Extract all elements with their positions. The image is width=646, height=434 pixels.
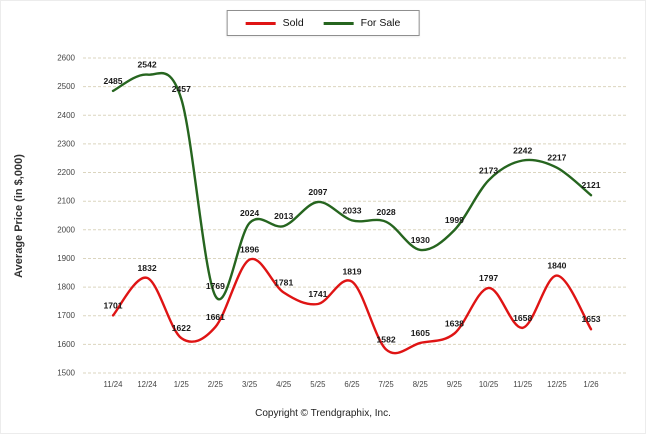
- for-sale-line: [111, 71, 593, 301]
- y-axis-tick-label: 2100: [57, 197, 75, 206]
- sold-data-label: 1582: [377, 335, 396, 345]
- for-sale-data-label: 2457: [172, 84, 191, 94]
- x-axis-tick-label: 9/25: [447, 380, 463, 389]
- sold-data-label: 1658: [513, 313, 532, 323]
- copyright-text: Copyright © Trendgraphix, Inc.: [255, 408, 391, 419]
- sold-data-label: 1701: [103, 300, 122, 310]
- for-sale-data-label: 1769: [206, 281, 225, 291]
- x-axis-tick-label: 8/25: [413, 380, 429, 389]
- legend-label-for-sale: For Sale: [360, 17, 401, 29]
- for-sale-data-label: 2121: [581, 180, 600, 190]
- y-axis-tick-label: 1500: [57, 369, 75, 378]
- sold-line-swatch: [245, 21, 276, 25]
- y-axis-tick-label: 2600: [57, 54, 75, 63]
- y-axis-tick-label: 2400: [57, 111, 75, 120]
- y-axis-title: Average Price (in $,000): [13, 154, 25, 278]
- chart-legend: Sold For Sale: [226, 10, 420, 36]
- sold-line: [111, 257, 593, 355]
- x-axis-tick-label: 10/25: [479, 380, 499, 389]
- sold-data-label: 1661: [206, 312, 225, 322]
- x-axis-tick-label: 11/24: [104, 380, 124, 389]
- x-axis-tick-label: 5/25: [310, 380, 326, 389]
- for-sale-data-label: 2485: [103, 76, 122, 86]
- y-axis-tick-label: 1700: [57, 311, 75, 320]
- for-sale-data-label: 2028: [377, 207, 396, 217]
- sold-data-label: 1638: [445, 319, 464, 329]
- y-axis-tick-label: 1800: [57, 283, 75, 292]
- for-sale-line-swatch: [323, 21, 354, 25]
- for-sale-data-label: 2024: [240, 208, 259, 218]
- y-axis-tick-label: 2300: [57, 139, 75, 148]
- sold-data-label: 1653: [581, 314, 600, 324]
- sold-data-label: 1781: [274, 278, 293, 288]
- x-axis-tick-label: 7/25: [379, 380, 395, 389]
- x-axis-tick-label: 11/25: [513, 380, 533, 389]
- x-axis-tick-label: 1/25: [174, 380, 190, 389]
- for-sale-data-label: 2217: [547, 153, 566, 163]
- y-axis-tick-label: 1900: [57, 254, 75, 263]
- for-sale-data-label: 2097: [308, 187, 327, 197]
- legend-item-for-sale: For Sale: [323, 17, 401, 29]
- sold-data-label: 1797: [479, 273, 498, 283]
- sold-data-label: 1896: [240, 245, 259, 255]
- for-sale-data-label: 2013: [274, 211, 293, 221]
- sold-data-label: 1819: [342, 267, 361, 277]
- x-axis-tick-label: 2/25: [208, 380, 224, 389]
- sold-data-label: 1741: [308, 289, 327, 299]
- x-axis-tick-label: 6/25: [344, 380, 360, 389]
- sold-data-label: 1605: [411, 328, 430, 338]
- y-axis-tick-label: 2000: [57, 225, 75, 234]
- for-sale-data-label: 1999: [445, 215, 464, 225]
- x-axis-tick-label: 12/24: [137, 380, 157, 389]
- y-axis-tick-label: 2500: [57, 82, 75, 91]
- y-axis-tick-label: 1600: [57, 340, 75, 349]
- legend-label-sold: Sold: [282, 17, 304, 29]
- sold-data-label: 1622: [172, 323, 191, 333]
- sold-data-label: 1840: [547, 261, 566, 271]
- average-price-line-chart: Average Price (in $,000) 1500 1600 1700 180…: [13, 54, 627, 389]
- for-sale-data-label: 2033: [342, 205, 361, 215]
- for-sale-data-label: 2542: [138, 60, 157, 70]
- y-axis-tick-label: 2200: [57, 168, 75, 177]
- x-axis-tick-label: 3/25: [242, 380, 258, 389]
- sold-data-label: 1832: [138, 263, 157, 273]
- legend-item-sold: Sold: [245, 17, 304, 29]
- for-sale-data-label: 2242: [513, 146, 532, 156]
- for-sale-data-label: 1930: [411, 235, 430, 245]
- x-axis-tick-label: 4/25: [276, 380, 292, 389]
- for-sale-data-label: 2173: [479, 165, 498, 175]
- x-axis-tick-label: 12/25: [547, 380, 567, 389]
- x-axis-tick-label: 1/26: [583, 380, 598, 389]
